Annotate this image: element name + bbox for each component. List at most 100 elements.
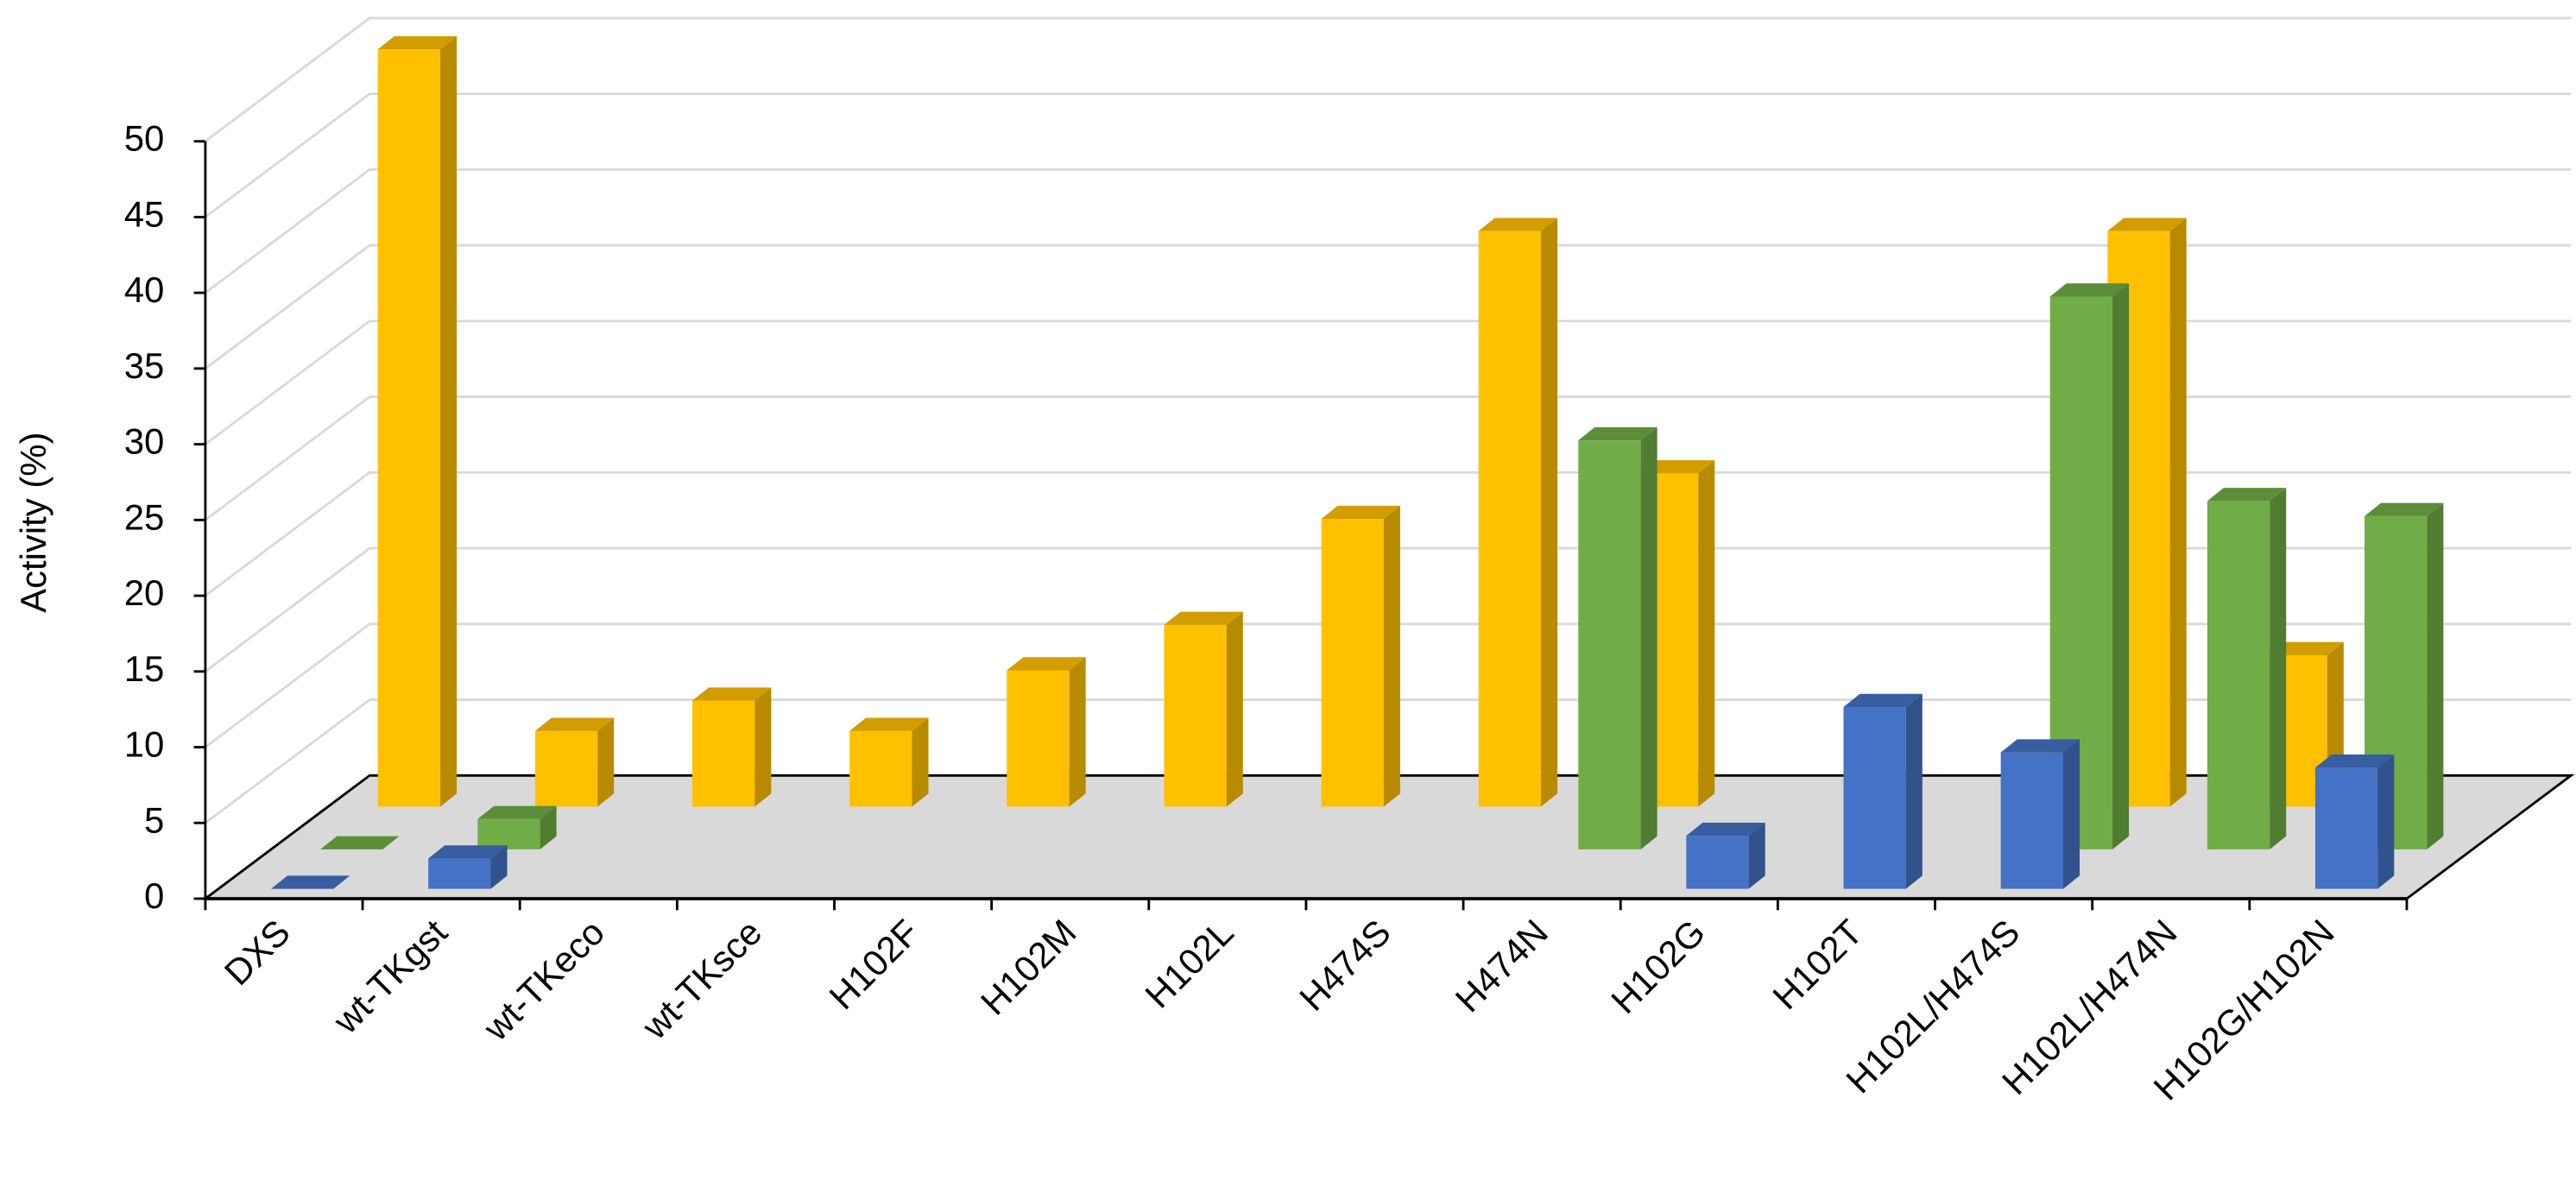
- bar-top: [320, 836, 400, 849]
- bar-side: [912, 717, 929, 807]
- bar-front: [2000, 752, 2063, 889]
- bar-top: [2364, 502, 2444, 516]
- bar-side: [1069, 657, 1086, 807]
- bar-front: [692, 700, 755, 807]
- bar-top: [1321, 505, 1400, 520]
- x-tick-label: H474S: [1291, 912, 1398, 1019]
- grid-line: [205, 395, 2572, 521]
- grid-line: [205, 698, 2572, 824]
- x-tick-label: H102G: [1603, 912, 1713, 1021]
- bar-front: [534, 730, 598, 807]
- bar: [428, 845, 508, 889]
- grid-line: [205, 243, 2572, 370]
- bar-front: [1686, 836, 1749, 889]
- y-tick-label: 45: [124, 193, 165, 234]
- bar-front: [428, 858, 491, 889]
- bar-side: [2169, 218, 2187, 807]
- bar-front: [1478, 230, 1542, 807]
- x-tick-label: DXS: [217, 912, 298, 993]
- bar: [2000, 739, 2080, 889]
- bar-side: [2062, 739, 2080, 889]
- bar-top: [849, 717, 929, 731]
- grid-line: [205, 319, 2572, 445]
- x-tick-label: H474N: [1448, 912, 1556, 1020]
- bar-top: [428, 845, 508, 859]
- bar-top: [534, 717, 615, 731]
- bar: [1686, 822, 1765, 889]
- x-tick-label: H102L: [1137, 912, 1241, 1015]
- bar-side: [1640, 426, 1657, 849]
- y-tick-label: 30: [124, 421, 165, 462]
- bar-side: [1541, 218, 1558, 807]
- bar-front: [1578, 440, 1641, 849]
- y-tick-label: 10: [124, 724, 165, 765]
- grid-line: [205, 167, 2572, 294]
- bar: [1843, 693, 1923, 889]
- bar: [377, 35, 458, 807]
- bar: [2314, 754, 2395, 889]
- x-tick-label: wt-TKsce: [634, 912, 769, 1047]
- bar-top: [2107, 218, 2187, 231]
- bar-front: [1321, 519, 1384, 807]
- grid-line: [205, 92, 2572, 218]
- bar-side: [1383, 505, 1400, 807]
- bar: [534, 717, 615, 807]
- y-axis-title: Activity (%): [13, 432, 54, 613]
- bar-top: [1478, 218, 1558, 231]
- bar-side: [754, 687, 772, 807]
- y-tick-label: 50: [124, 118, 165, 159]
- bar: [849, 717, 929, 807]
- bar-side: [597, 717, 615, 807]
- bar-side: [490, 845, 508, 889]
- bar-front: [849, 730, 912, 807]
- bar: [2207, 488, 2287, 849]
- bar-side: [2377, 754, 2395, 889]
- x-tick-label: wt-TKgst: [325, 912, 455, 1042]
- y-tick-label: 5: [144, 799, 164, 840]
- bar-top: [2000, 739, 2080, 753]
- grid-line: [205, 622, 2572, 748]
- bar-top: [477, 805, 557, 819]
- bar: [320, 836, 400, 849]
- bar: [1321, 505, 1400, 807]
- bar-front: [377, 49, 441, 807]
- bar-front: [477, 818, 540, 849]
- bar-side: [440, 35, 458, 807]
- bar-side: [2427, 502, 2444, 849]
- bar-front: [1843, 707, 1906, 889]
- x-tick-label: wt-TKeco: [475, 912, 612, 1049]
- bar-top: [1843, 693, 1923, 708]
- grid-line: [205, 16, 2572, 142]
- bar-top: [271, 875, 350, 889]
- bar-front: [2314, 767, 2378, 889]
- bar-front: [1164, 624, 1227, 807]
- grid-line: [205, 470, 2572, 597]
- bar: [2364, 502, 2444, 849]
- bar-side: [540, 805, 557, 849]
- bar: [1578, 426, 1657, 849]
- bar-top: [2314, 754, 2395, 768]
- bar-top: [1686, 822, 1765, 837]
- bar-side: [1905, 693, 1923, 889]
- bar-side: [1226, 611, 1243, 807]
- bar-side: [2112, 283, 2130, 849]
- x-tick-label: H102M: [973, 912, 1084, 1023]
- bar-side: [1698, 460, 1715, 807]
- bar-top: [2049, 283, 2130, 297]
- bar-top: [1007, 657, 1086, 671]
- bar: [1007, 657, 1086, 807]
- y-tick-label: 0: [144, 875, 164, 916]
- bar-front: [1007, 670, 1070, 807]
- bar: [477, 805, 557, 849]
- bar: [1164, 611, 1243, 807]
- bar-front: [2207, 501, 2270, 849]
- y-tick-label: 15: [124, 648, 165, 689]
- bar-top: [1578, 426, 1657, 441]
- y-tick-label: 20: [124, 572, 165, 613]
- y-tick-label: 25: [124, 496, 165, 537]
- x-tick-label: H102T: [1765, 912, 1870, 1017]
- bar-top: [1164, 611, 1243, 625]
- bar-top: [692, 687, 772, 701]
- bar: [692, 687, 772, 807]
